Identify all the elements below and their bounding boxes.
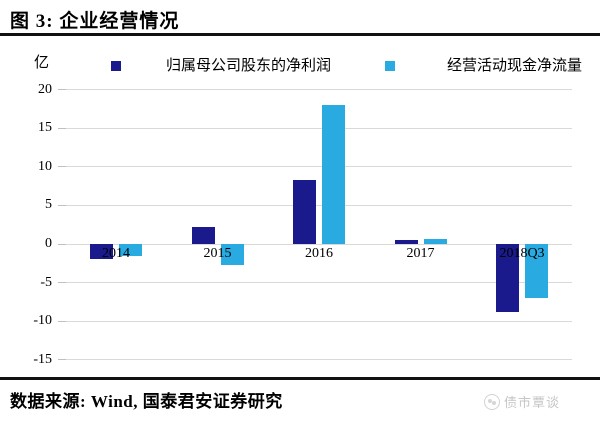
legend-label-cash-flow: 经营活动现金净流量	[447, 58, 583, 74]
bar-net-profit-2017	[394, 240, 418, 244]
footer-divider	[0, 377, 600, 380]
y-axis-tick	[58, 359, 66, 361]
y-tick-label: 15	[38, 120, 52, 136]
y-tick-label: 20	[38, 81, 52, 97]
x-axis-label: 2018Q3	[499, 246, 545, 261]
y-tick-label: 0	[45, 236, 52, 251]
data-source-text: 数据来源: Wind, 国泰君安证券研究	[10, 392, 283, 411]
bar-cash-flow-2016	[322, 105, 345, 244]
y-axis-tick	[58, 282, 66, 284]
bar-cash-flow-2015	[220, 244, 244, 265]
bar-net-profit-2018Q3	[496, 244, 519, 312]
legend-swatch-cash-flow	[385, 61, 395, 71]
y-tick-label: -10	[33, 313, 52, 329]
y-axis-tick	[58, 320, 66, 322]
x-axis-label: 2014	[102, 246, 130, 261]
gridline	[66, 282, 572, 284]
watermark-text: 债市覃谈	[504, 395, 561, 410]
x-axis-label: 2017	[406, 246, 435, 261]
figure-title: 图 3: 企业经营情况	[10, 11, 180, 32]
gridline	[66, 166, 572, 168]
bar-net-profit-2014	[90, 244, 113, 259]
y-axis-tick	[58, 204, 66, 206]
y-axis-tick	[58, 89, 66, 91]
gridline	[66, 89, 572, 91]
bar-net-profit-2015	[191, 227, 215, 244]
gridline	[66, 243, 572, 245]
bar-cash-flow-2018Q3	[525, 244, 548, 298]
gridline	[66, 359, 572, 361]
title-divider	[0, 33, 600, 36]
gridline	[66, 204, 572, 206]
y-tick-label: 5	[45, 197, 52, 213]
x-axis-label: 2015	[203, 246, 232, 261]
y-axis-tick	[58, 243, 66, 245]
y-axis-unit-label: 亿	[34, 55, 50, 71]
gridline	[66, 127, 572, 129]
bar-net-profit-2016	[293, 179, 316, 244]
bar-cash-flow-2017	[423, 238, 447, 244]
legend-swatch-net-profit	[111, 61, 121, 71]
legend-label-net-profit: 归属母公司股东的净利润	[166, 58, 332, 74]
x-axis-label: 2016	[305, 246, 333, 261]
y-tick-label: -15	[33, 351, 52, 367]
y-axis-tick	[58, 127, 66, 129]
y-tick-label: -5	[40, 274, 52, 290]
watermark: 债市覃谈	[484, 392, 560, 411]
bar-cash-flow-2014	[119, 244, 142, 256]
y-axis-tick	[58, 166, 66, 168]
watermark-logo-icon	[484, 393, 500, 410]
y-tick-label: 10	[38, 158, 52, 174]
gridline	[66, 320, 572, 322]
